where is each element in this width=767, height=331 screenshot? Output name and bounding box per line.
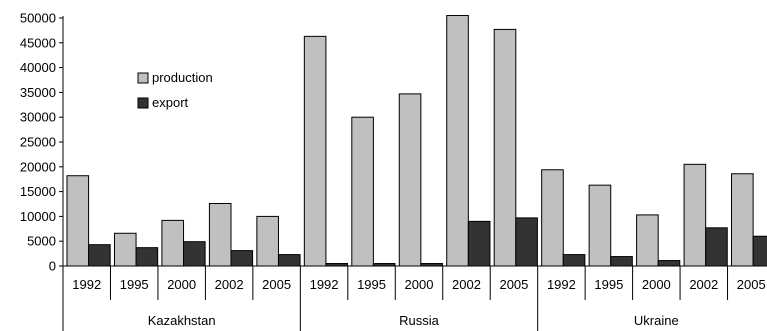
x-group-label-russia: Russia [399,313,440,328]
bar-production-ukraine-1992 [541,169,564,267]
legend-label-export: export [152,95,189,110]
x-tick-label-year: 2000 [167,277,196,292]
bar-production-russia-1992 [303,35,327,267]
y-tick-label: 45000 [20,35,56,50]
y-tick-label: 50000 [20,11,56,26]
bar-production-ukraine-2005 [731,173,754,267]
x-tick-label-year: 1995 [120,277,149,292]
x-tick-label-year: 1992 [310,277,339,292]
bar-export-kazakhstan-1992 [88,244,111,267]
bar-production-ukraine-2000 [636,214,659,267]
y-tick-label: 15000 [20,184,56,199]
bar-export-ukraine-2005 [752,235,767,267]
bar-production-kazakhstan-1995 [113,232,137,267]
x-tick-label-year: 1992 [72,277,101,292]
bar-export-ukraine-2000 [657,260,681,267]
legend: production export [137,70,213,110]
bar-production-russia-2002 [446,15,469,267]
bar-export-ukraine-1995 [610,256,633,267]
bar-export-ukraine-2002 [705,227,728,267]
x-tick-label-year: 2002 [689,277,718,292]
bar-production-kazakhstan-2000 [161,219,185,267]
bars [66,15,767,267]
legend-swatch-production [137,72,149,84]
y-tick-label: 40000 [20,60,56,75]
legend-label-production: production [152,70,213,85]
bar-production-kazakhstan-2002 [208,203,232,267]
y-tick-label: 0 [49,259,56,274]
x-tick-label-year: 2002 [215,277,244,292]
x-tick-label-year: 1992 [547,277,576,292]
y-tick-label: 30000 [20,110,56,125]
x-axis: 1992 1995 2000 2002 2005 1992 1995 2000 2002 2005… [62,265,767,331]
bar-export-russia-2005 [515,217,538,267]
y-tick-label: 10000 [20,209,56,224]
x-tick-label-year: 2005 [262,277,291,292]
bar-export-kazakhstan-2005 [277,254,301,267]
bar-export-russia-2002 [467,220,491,267]
y-axis: 0 5000 10000 15000 20000 25000 30000 35000 40000… [20,11,64,274]
bar-export-kazakhstan-2000 [183,241,206,267]
y-tick-label: 25000 [20,135,56,150]
bar-production-kazakhstan-1992 [66,175,90,267]
x-tick-label-year: 1995 [357,277,386,292]
bar-production-ukraine-2002 [683,163,707,267]
bar-production-ukraine-1995 [588,184,612,267]
x-group-label-kazakhstan: Kazakhstan [148,313,216,328]
y-tick-label: 35000 [20,85,56,100]
x-tick-label-year: 2005 [499,277,528,292]
bar-production-russia-1995 [351,116,374,267]
bar-production-kazakhstan-2005 [256,215,279,267]
x-tick-label-year: 2000 [642,277,671,292]
x-tick-label-year: 2005 [737,277,766,292]
x-group-label-ukraine: Ukraine [634,313,679,328]
bar-production-russia-2005 [493,28,517,267]
bar-export-kazakhstan-1995 [135,247,159,267]
y-tick-label: 5000 [27,234,56,249]
x-tick-label-year: 2000 [405,277,434,292]
y-tick-label: 20000 [20,159,56,174]
legend-swatch-export [137,97,149,109]
x-tick-label-year: 1995 [594,277,623,292]
bar-production-russia-2000 [398,93,422,267]
x-tick-label-year: 2002 [452,277,481,292]
bar-export-ukraine-1992 [562,254,586,267]
bar-export-kazakhstan-2002 [230,250,254,267]
